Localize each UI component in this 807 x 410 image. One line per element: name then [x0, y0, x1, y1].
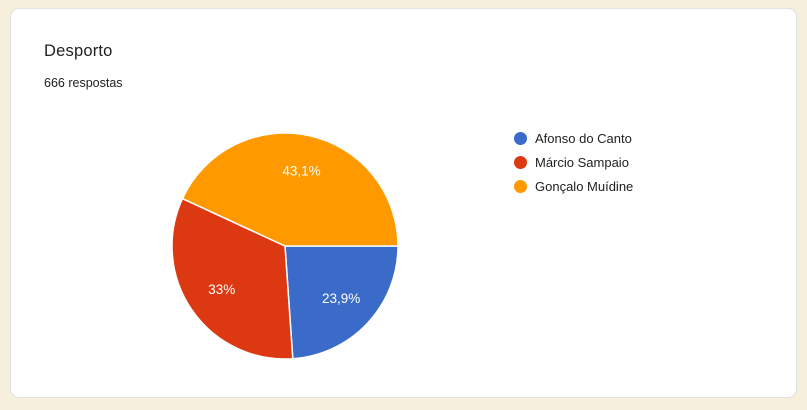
- legend-item-1: Márcio Sampaio: [514, 150, 633, 174]
- pie-slice-0[interactable]: [284, 245, 399, 360]
- slice-percent-label: 23,9%: [322, 291, 360, 306]
- legend-color-dot: [514, 155, 527, 169]
- legend-item-0: Afonso do Canto: [514, 126, 633, 150]
- legend-label: Gonçalo Muídine: [535, 178, 634, 194]
- legend-item-2: Gonçalo Muídine: [514, 174, 633, 198]
- question-title: Desporto: [44, 42, 113, 60]
- response-count: 666 respostas: [44, 76, 123, 90]
- slice-percent-label: 33%: [208, 282, 235, 297]
- pie-chart: 23,9% 33% 43,1%: [171, 132, 399, 360]
- legend-color-dot: [514, 179, 527, 193]
- chart-legend: Afonso do Canto Márcio Sampaio Gonçalo Muí…: [514, 126, 633, 198]
- legend-label: Afonso do Canto: [535, 130, 632, 146]
- pie-slice-2[interactable]: [181, 132, 399, 247]
- slice-percent-label: 43,1%: [282, 163, 320, 178]
- question-summary-card: Desporto 666 respostas 23,9% 33% 43,1% Afo…: [10, 8, 797, 398]
- legend-label: Márcio Sampaio: [535, 154, 629, 170]
- pie-slice-1[interactable]: [171, 197, 294, 360]
- legend-color-dot: [514, 131, 527, 145]
